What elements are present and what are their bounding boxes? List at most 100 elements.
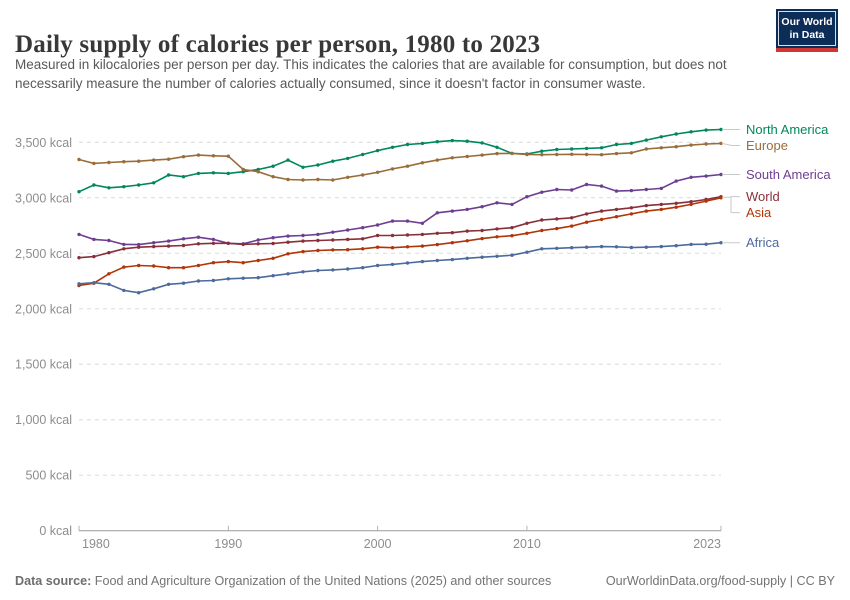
data-point[interactable] [689, 143, 693, 147]
series-line[interactable] [78, 197, 722, 287]
data-point[interactable] [495, 254, 499, 258]
data-point[interactable] [375, 233, 380, 238]
data-point[interactable] [465, 229, 469, 233]
data-point[interactable] [450, 257, 454, 262]
data-point[interactable] [375, 223, 380, 227]
data-point[interactable] [405, 245, 410, 249]
data-point[interactable] [137, 291, 141, 295]
data-point[interactable] [629, 206, 634, 210]
data-point[interactable] [122, 265, 126, 269]
data-point[interactable] [540, 149, 544, 153]
data-point[interactable] [644, 138, 648, 142]
data-point[interactable] [584, 220, 589, 224]
data-point[interactable] [77, 282, 81, 286]
data-point[interactable] [331, 238, 335, 242]
data-point[interactable] [331, 268, 335, 272]
data-point[interactable] [77, 256, 81, 260]
data-point[interactable] [689, 130, 693, 134]
data-point[interactable] [584, 152, 589, 157]
data-point[interactable] [450, 241, 454, 245]
data-point[interactable] [644, 203, 648, 208]
data-point[interactable] [331, 230, 335, 234]
data-point[interactable] [92, 254, 96, 259]
data-point[interactable] [166, 266, 171, 270]
data-point[interactable] [256, 238, 260, 242]
data-point[interactable] [555, 217, 559, 221]
data-point[interactable] [584, 212, 589, 216]
data-point[interactable] [674, 179, 678, 183]
data-point[interactable] [525, 231, 529, 235]
data-point[interactable] [555, 246, 559, 250]
data-point[interactable] [77, 157, 81, 162]
data-point[interactable] [629, 188, 634, 193]
data-point[interactable] [555, 147, 559, 152]
data-point[interactable] [525, 221, 529, 225]
data-point[interactable] [674, 132, 678, 136]
data-point[interactable] [570, 224, 574, 228]
data-point[interactable] [166, 157, 171, 161]
data-point[interactable] [495, 201, 499, 205]
data-point[interactable] [465, 139, 469, 143]
data-point[interactable] [256, 242, 260, 246]
data-point[interactable] [122, 247, 126, 251]
data-point[interactable] [107, 238, 111, 243]
data-point[interactable] [420, 141, 425, 146]
data-point[interactable] [301, 249, 305, 254]
data-point[interactable] [152, 264, 156, 268]
data-point[interactable] [540, 153, 544, 157]
data-point[interactable] [480, 153, 484, 157]
data-point[interactable] [599, 217, 604, 222]
data-point[interactable] [525, 250, 529, 254]
data-point[interactable] [495, 145, 499, 149]
data-point[interactable] [375, 170, 380, 174]
legend-label[interactable]: World [746, 189, 780, 204]
data-point[interactable] [316, 268, 320, 273]
legend-label[interactable]: Asia [746, 205, 772, 220]
data-point[interactable] [510, 253, 514, 257]
data-point[interactable] [152, 287, 156, 291]
data-point[interactable] [689, 200, 693, 204]
owid-logo[interactable]: Our World in Data [776, 9, 838, 52]
data-point[interactable] [346, 228, 350, 232]
data-point[interactable] [599, 244, 604, 249]
data-point[interactable] [390, 145, 395, 149]
data-point[interactable] [211, 261, 216, 265]
data-point[interactable] [614, 189, 619, 193]
data-point[interactable] [211, 237, 216, 242]
data-point[interactable] [375, 263, 380, 268]
data-point[interactable] [584, 146, 589, 151]
data-point[interactable] [495, 151, 499, 156]
data-point[interactable] [644, 147, 648, 151]
data-point[interactable] [301, 270, 305, 274]
data-point[interactable] [689, 242, 693, 247]
data-point[interactable] [181, 175, 186, 179]
data-point[interactable] [674, 145, 678, 149]
data-point[interactable] [226, 277, 230, 281]
data-point[interactable] [196, 235, 201, 239]
data-point[interactable] [525, 195, 529, 199]
data-point[interactable] [674, 244, 678, 248]
data-point[interactable] [465, 154, 469, 159]
data-point[interactable] [361, 226, 365, 230]
data-point[interactable] [361, 237, 365, 241]
data-point[interactable] [390, 262, 395, 267]
data-point[interactable] [465, 239, 469, 243]
data-point[interactable] [465, 207, 469, 212]
data-point[interactable] [346, 237, 350, 242]
data-point[interactable] [271, 236, 275, 240]
data-point[interactable] [271, 164, 275, 168]
data-point[interactable] [599, 146, 604, 150]
data-point[interactable] [629, 212, 634, 216]
data-point[interactable] [331, 159, 335, 163]
data-point[interactable] [211, 241, 216, 245]
data-point[interactable] [570, 147, 574, 151]
data-point[interactable] [629, 151, 634, 155]
data-point[interactable] [644, 209, 648, 213]
data-point[interactable] [704, 128, 708, 132]
data-point[interactable] [644, 245, 648, 249]
series-line[interactable] [78, 128, 722, 193]
data-point[interactable] [555, 152, 559, 157]
data-point[interactable] [659, 135, 663, 139]
data-point[interactable] [301, 178, 305, 182]
data-point[interactable] [107, 160, 111, 165]
